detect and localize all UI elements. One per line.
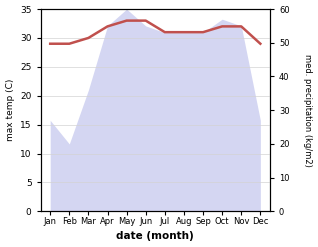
- Y-axis label: med. precipitation (kg/m2): med. precipitation (kg/m2): [303, 54, 313, 167]
- Y-axis label: max temp (C): max temp (C): [5, 79, 15, 141]
- X-axis label: date (month): date (month): [116, 231, 194, 242]
